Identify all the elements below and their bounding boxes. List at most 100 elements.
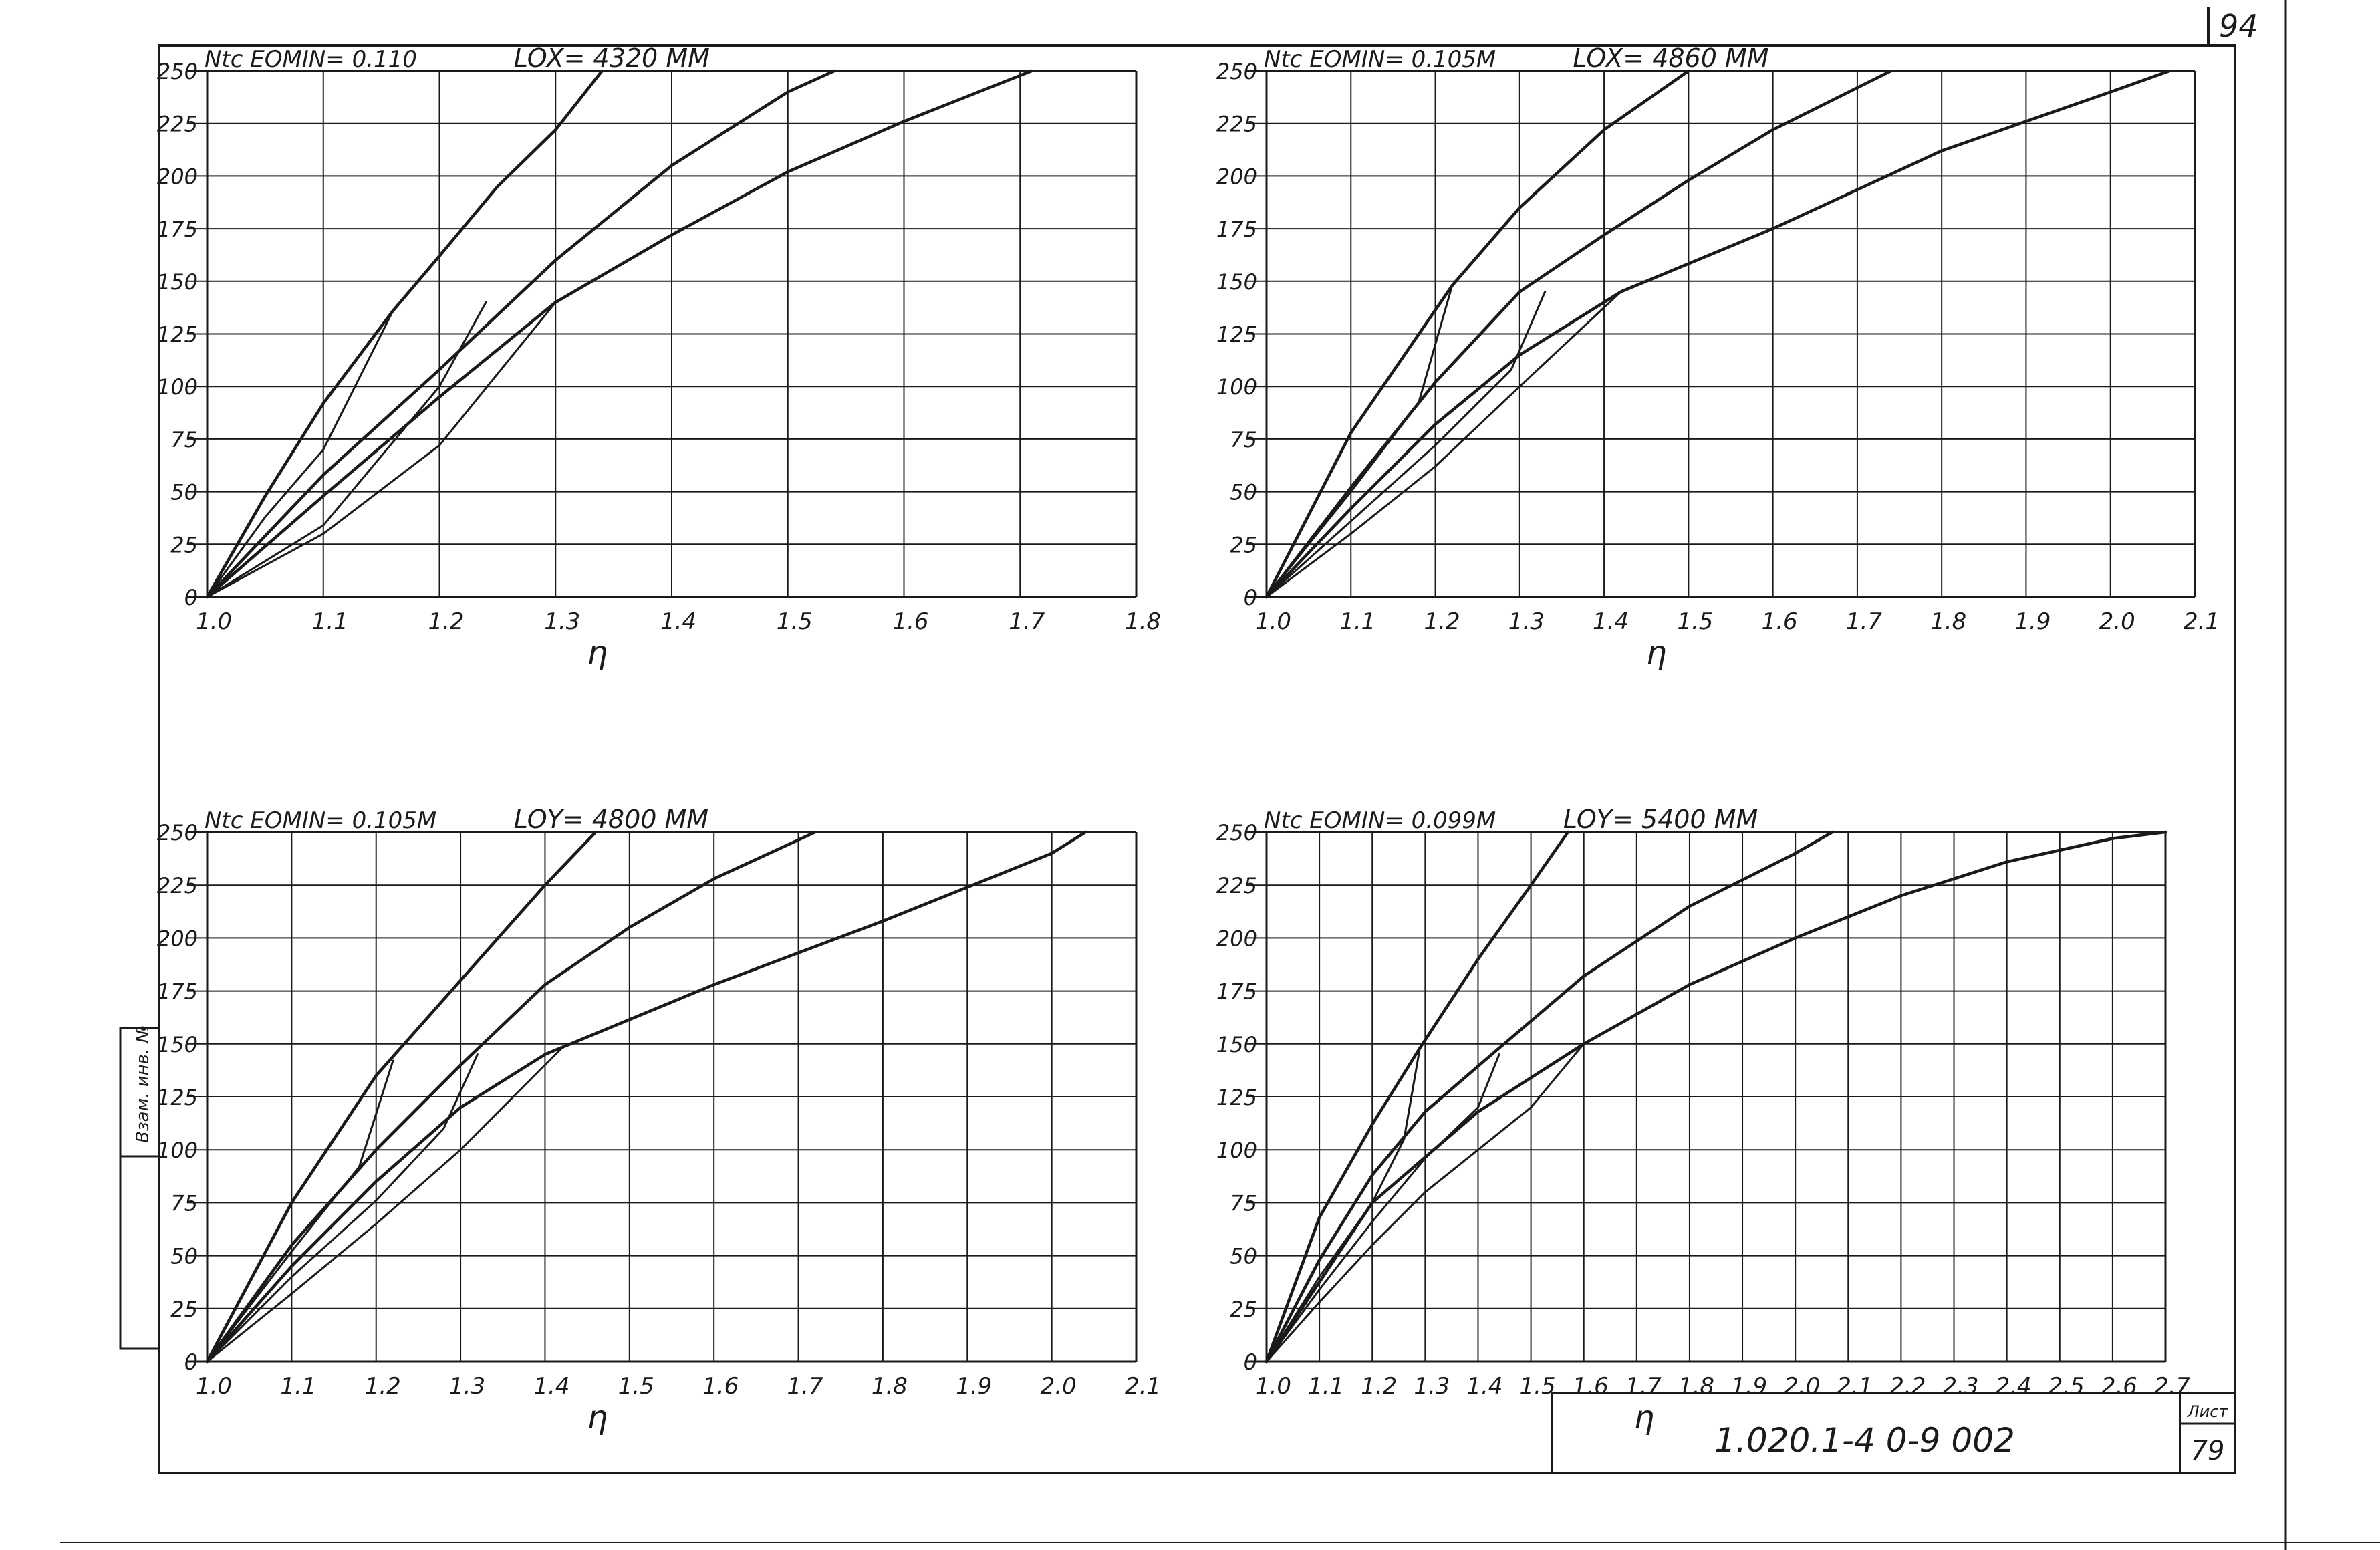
y-tick-label: 75 bbox=[170, 1190, 198, 1216]
chart-header-left: Ntc EOMIN= 0.105M bbox=[205, 807, 436, 834]
y-tick-label: 200 bbox=[1216, 926, 1257, 951]
series-line bbox=[205, 69, 1033, 599]
x-tick-label: 1.0 bbox=[1255, 1373, 1291, 1400]
y-tick-label: 125 bbox=[1216, 322, 1257, 348]
chart-3: 1.0 1.1 1.2 1.3 1.4 1.5 1.6 1.7 1.8 1.9 2.0 2.1 0 25 5… bbox=[157, 805, 1161, 1436]
series-line bbox=[206, 301, 557, 598]
x-tick-label: 1.1 bbox=[312, 608, 348, 635]
x-tick-label: 2.6 bbox=[2101, 1373, 2137, 1400]
x-tick-label: 1.5 bbox=[777, 608, 813, 635]
x-tick-label: 1.2 bbox=[428, 608, 464, 635]
y-tick-label: 75 bbox=[170, 427, 198, 453]
series-line bbox=[205, 69, 836, 599]
x-tick-label: 1.4 bbox=[660, 608, 696, 635]
x-tick-label: 1.0 bbox=[196, 1373, 232, 1400]
y-tick-label: 25 bbox=[1230, 532, 1257, 557]
y-tick-label: 225 bbox=[1216, 112, 1257, 137]
chart-header-left: Ntc EOMIN= 0.110 bbox=[205, 46, 417, 73]
y-tick-label: 150 bbox=[157, 1032, 198, 1057]
y-tick-label: 125 bbox=[157, 322, 198, 348]
list-label: Лист bbox=[2187, 1402, 2229, 1421]
y-tick-label: 250 bbox=[157, 820, 198, 846]
x-tick-label: 1.1 bbox=[1308, 1373, 1344, 1400]
y-tick-label: 0 bbox=[1244, 585, 1257, 610]
series-line bbox=[206, 1059, 394, 1363]
x-axis-label: η bbox=[587, 1399, 608, 1436]
y-tick-label: 150 bbox=[157, 269, 198, 295]
y-tick-label: 175 bbox=[1216, 979, 1257, 1005]
x-tick-label: 1.9 bbox=[1731, 1373, 1767, 1400]
y-tick-label: 50 bbox=[170, 1244, 198, 1269]
charts-layer: 1.0 1.1 1.2 1.3 1.4 1.5 1.6 1.7 1.8 0 25 50 75 100 125… bbox=[157, 43, 2220, 1436]
sheet-frame bbox=[158, 44, 2236, 1474]
y-tick-label: 150 bbox=[1216, 269, 1257, 295]
y-tick-label: 250 bbox=[1216, 820, 1257, 846]
series-line bbox=[206, 1047, 563, 1363]
x-tick-label: 1.5 bbox=[618, 1373, 654, 1400]
series-line bbox=[1265, 291, 1622, 598]
page-number: 94 bbox=[2219, 8, 2258, 44]
y-tick-label: 100 bbox=[157, 374, 198, 400]
x-tick-label: 1.1 bbox=[280, 1373, 316, 1400]
side-stamp-text: Взам. инв. № bbox=[133, 1025, 153, 1143]
drawing-code: 1.020.1-4 0-9 002 bbox=[1714, 1421, 2015, 1460]
list-number: 79 bbox=[2191, 1436, 2225, 1466]
chart-4: 1.0 1.1 1.2 1.3 1.4 1.5 1.6 1.7 1.8 1.9 2.0 2.1 2.2 2… bbox=[1216, 805, 2190, 1436]
x-tick-label: 1.2 bbox=[1361, 1373, 1397, 1400]
x-tick-label: 1.4 bbox=[1466, 1373, 1502, 1400]
x-tick-label: 1.0 bbox=[1255, 608, 1291, 635]
series-line bbox=[206, 301, 487, 598]
side-stamp-box bbox=[119, 1027, 160, 1350]
x-tick-label: 1.7 bbox=[1625, 1373, 1662, 1400]
x-tick-label: 1.8 bbox=[1930, 608, 1966, 635]
x-tick-label: 1.6 bbox=[892, 608, 928, 635]
x-tick-label: 1.3 bbox=[1414, 1373, 1450, 1400]
y-tick-label: 175 bbox=[1216, 217, 1257, 242]
series-line bbox=[1265, 1053, 1500, 1363]
title-block bbox=[1551, 1392, 2236, 1474]
series-line bbox=[206, 309, 394, 598]
chart-header-right: LOX= 4860 MM bbox=[1573, 43, 1768, 73]
y-tick-label: 25 bbox=[1230, 1297, 1257, 1322]
x-tick-label: 1.5 bbox=[1677, 608, 1713, 635]
y-tick-label: 175 bbox=[157, 217, 198, 242]
series-line bbox=[1265, 291, 1547, 598]
x-tick-label: 1.3 bbox=[449, 1373, 485, 1400]
x-tick-label: 1.9 bbox=[2014, 608, 2051, 635]
y-tick-label: 150 bbox=[1216, 1032, 1257, 1057]
x-tick-label: 1.4 bbox=[533, 1373, 569, 1400]
x-tick-label: 2.1 bbox=[1125, 1373, 1161, 1400]
chart-header-left: Ntc EOMIN= 0.099M bbox=[1264, 807, 1496, 834]
x-tick-label: 2.1 bbox=[2184, 608, 2220, 635]
x-tick-label: 1.6 bbox=[1762, 608, 1798, 635]
y-tick-label: 50 bbox=[170, 480, 198, 505]
x-axis-label: η bbox=[587, 634, 608, 672]
series-line bbox=[205, 830, 1087, 1364]
series-line bbox=[1265, 1043, 1585, 1363]
x-axis-label: η bbox=[1646, 634, 1666, 672]
x-tick-label: 2.0 bbox=[1041, 1373, 1077, 1400]
series-line bbox=[205, 69, 604, 599]
x-axis-label: η bbox=[1634, 1399, 1654, 1436]
chart-header-right: LOY= 4800 MM bbox=[514, 805, 708, 834]
x-tick-label: 2.3 bbox=[1942, 1373, 1978, 1400]
y-tick-label: 100 bbox=[157, 1138, 198, 1163]
x-tick-label: 1.7 bbox=[1009, 608, 1045, 635]
series-line bbox=[1265, 1047, 1421, 1363]
y-tick-label: 100 bbox=[1216, 374, 1257, 400]
chart-2: 1.0 1.1 1.2 1.3 1.4 1.5 1.6 1.7 1.8 1.9 2.0 2.1 0 25 5… bbox=[1216, 43, 2220, 672]
y-tick-label: 25 bbox=[170, 532, 198, 557]
x-tick-label: 1.8 bbox=[1678, 1373, 1714, 1400]
x-tick-label: 2.5 bbox=[2048, 1373, 2085, 1400]
x-tick-label: 1.2 bbox=[1424, 608, 1460, 635]
y-tick-label: 250 bbox=[157, 59, 198, 84]
y-tick-label: 225 bbox=[1216, 873, 1257, 898]
chart-header-right: LOY= 5400 MM bbox=[1563, 805, 1758, 834]
chart-1: 1.0 1.1 1.2 1.3 1.4 1.5 1.6 1.7 1.8 0 25 50 75 100 125… bbox=[157, 43, 1161, 672]
y-tick-label: 200 bbox=[1216, 164, 1257, 189]
x-tick-label: 1.3 bbox=[544, 608, 580, 635]
y-tick-label: 200 bbox=[157, 164, 198, 189]
x-tick-label: 1.7 bbox=[1846, 608, 1882, 635]
y-tick-label: 125 bbox=[157, 1085, 198, 1110]
x-tick-label: 1.7 bbox=[787, 1373, 823, 1400]
